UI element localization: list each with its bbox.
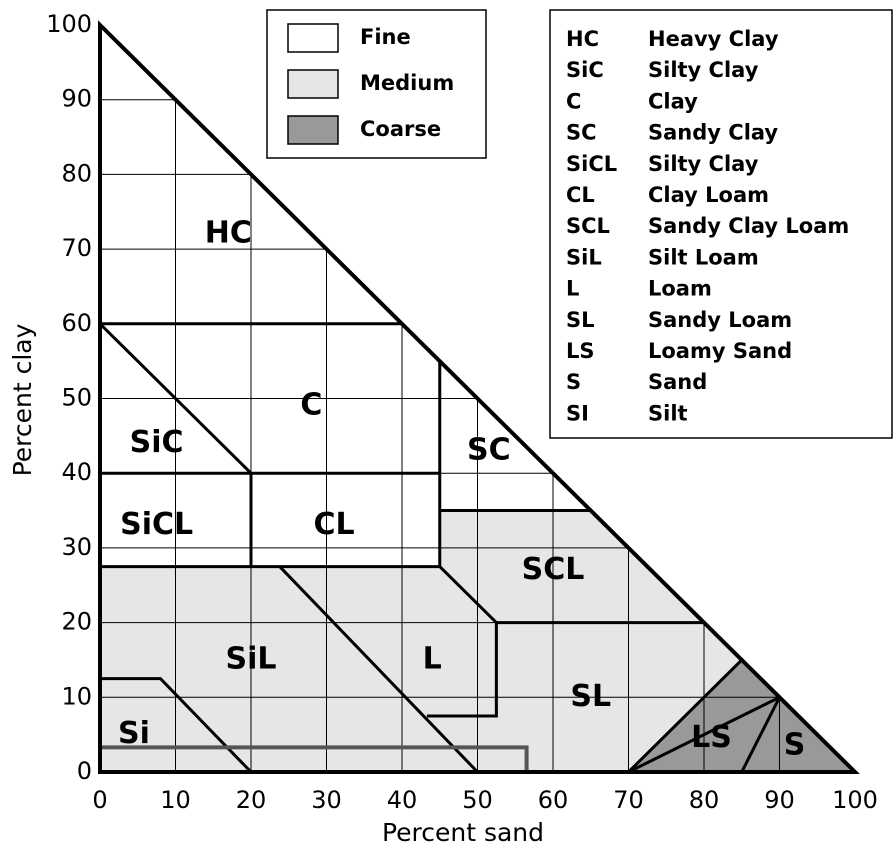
region-label: LS	[691, 720, 732, 755]
x-tick-label: 90	[764, 786, 795, 814]
y-tick-label: 60	[61, 309, 92, 337]
legend-label: Fine	[360, 25, 411, 49]
class-code: SCL	[566, 214, 610, 238]
x-tick-label: 20	[236, 786, 267, 814]
region-label: HC	[205, 216, 252, 251]
class-name: Silt Loam	[648, 245, 759, 269]
region-label: SC	[467, 432, 511, 467]
class-code: CL	[566, 183, 595, 207]
y-tick-label: 30	[61, 533, 92, 561]
class-boundary	[627, 658, 743, 774]
class-boundary	[627, 695, 781, 774]
y-tick-label: 20	[61, 608, 92, 636]
legend-swatch	[287, 23, 339, 53]
y-tick-label: 40	[61, 458, 92, 486]
class-name: Silty Clay	[648, 152, 759, 176]
silt-boundary	[100, 745, 529, 772]
region-label: CL	[313, 507, 354, 542]
x-tick-label: 60	[538, 786, 569, 814]
class-name: Loamy Sand	[648, 339, 792, 363]
class-boundary	[740, 696, 781, 773]
x-tick-label: 50	[462, 786, 493, 814]
x-tick-label: 100	[832, 786, 878, 814]
class-boundary	[426, 565, 498, 718]
class-code: HC	[566, 27, 599, 51]
x-tick-label: 10	[160, 786, 191, 814]
x-tick-label: 0	[92, 786, 107, 814]
x-tick-label: 30	[311, 786, 342, 814]
x-tick-label: 80	[689, 786, 720, 814]
legend-swatch	[287, 69, 339, 99]
legend-label: Coarse	[360, 117, 441, 141]
class-name: Silty Clay	[648, 58, 759, 82]
region-label: SiC	[130, 425, 184, 460]
y-tick-label: 70	[61, 234, 92, 262]
y-tick-label: 100	[46, 10, 92, 38]
class-code: SC	[566, 121, 597, 145]
medium-area	[100, 510, 742, 772]
class-code: SL	[566, 308, 595, 332]
class-boundary	[100, 677, 253, 774]
class-code: LS	[566, 339, 595, 363]
triangle-outline	[98, 20, 860, 774]
class-name: Silt	[648, 401, 688, 425]
class-name: Clay Loam	[648, 183, 769, 207]
legend-swatch	[287, 115, 339, 145]
class-legend	[549, 9, 893, 439]
class-code: SI	[566, 401, 589, 425]
y-tick-label: 10	[61, 682, 92, 710]
class-name: Heavy Clay	[648, 27, 779, 51]
region-label: C	[300, 387, 322, 422]
y-tick-label: 80	[61, 159, 92, 187]
region-label: Si	[118, 716, 150, 751]
class-code: C	[566, 89, 581, 113]
legend-label: Medium	[360, 71, 454, 95]
class-name: Sandy Loam	[648, 308, 792, 332]
x-tick-label: 70	[613, 786, 644, 814]
y-axis-label: Percent clay	[8, 323, 37, 476]
region-label: S	[784, 727, 806, 762]
region-label: SCL	[522, 552, 585, 587]
class-name: Sandy Clay Loam	[648, 214, 849, 238]
region-label: SiL	[225, 641, 276, 676]
x-tick-label: 40	[387, 786, 418, 814]
class-boundary	[98, 322, 253, 475]
x-axis-label: Percent sand	[382, 818, 544, 847]
y-tick-label: 0	[77, 757, 92, 785]
class-code: L	[566, 277, 579, 301]
class-name: Sand	[648, 370, 707, 394]
class-name: Loam	[648, 277, 712, 301]
region-label: SL	[570, 679, 611, 714]
class-code: S	[566, 370, 581, 394]
class-boundary	[278, 565, 479, 774]
class-code: SiCL	[566, 152, 617, 176]
region-label: L	[423, 641, 442, 676]
y-tick-label: 50	[61, 384, 92, 412]
y-tick-label: 90	[61, 85, 92, 113]
class-code: SiL	[566, 245, 602, 269]
region-label: SiCL	[120, 507, 193, 542]
class-name: Sandy Clay	[648, 121, 778, 145]
class-name: Clay	[648, 89, 698, 113]
class-code: SiC	[566, 58, 604, 82]
